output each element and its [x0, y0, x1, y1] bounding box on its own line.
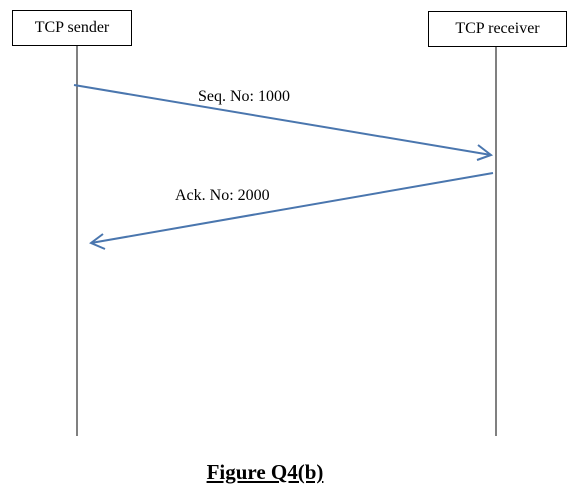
- seq-message-arrow: [73, 84, 494, 161]
- seq-message-label: Seq. No: 1000: [198, 88, 290, 105]
- ack-message-arrow: [89, 172, 494, 250]
- ack-message-label: Ack. No: 2000: [175, 187, 270, 204]
- figure-caption: Figure Q4(b): [206, 460, 324, 484]
- tcp-sender-label: TCP sender: [34, 19, 110, 36]
- tcp-sender-box: TCP sender: [12, 10, 132, 46]
- tcp-receiver-label: TCP receiver: [455, 20, 540, 37]
- tcp-receiver-box: TCP receiver: [428, 11, 567, 47]
